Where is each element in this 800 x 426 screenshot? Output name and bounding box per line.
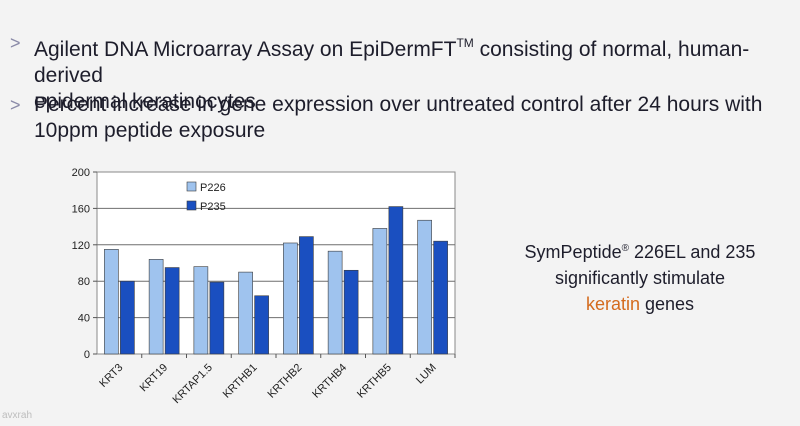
summary-line2: significantly stimulate — [554, 268, 726, 288]
bullet-arrow-icon: > — [10, 33, 21, 53]
bar-p226-krthb2 — [283, 242, 298, 355]
bullet-text: Agilent DNA Microarray Assay on EpiDermF… — [34, 38, 457, 61]
bar-p226-krt3 — [104, 249, 119, 355]
bullet-text-end: consisting of normal, human-derived — [34, 38, 750, 87]
bar-p235-lum — [433, 240, 448, 355]
summary-brand: SymPeptide — [524, 242, 622, 262]
bullet-text-line2: epidermal keratinocytes — [34, 90, 256, 113]
x-tick-label: KRT19 — [138, 362, 171, 395]
bar-p226-krthb4 — [327, 250, 343, 355]
legend-label-p235: P235 — [200, 201, 226, 213]
summary-text: SymPeptide® 226EL and 235 significantly … — [490, 236, 790, 317]
legend-label-p226: P226 — [200, 182, 226, 194]
y-tick-label: 40 — [78, 313, 90, 325]
trademark-mark: TM — [456, 36, 474, 50]
y-tick-label: 80 — [78, 276, 90, 288]
summary-line3-end: genes — [639, 294, 695, 314]
watermark: avxrah — [2, 410, 33, 421]
x-tick-label: KRTAP1.5 — [170, 362, 215, 407]
legend-swatch-p235 — [186, 200, 197, 211]
bar-p235-krt19 — [164, 267, 180, 355]
bar-p226-lum — [417, 219, 432, 355]
y-tick-label: 120 — [72, 240, 90, 252]
legend-swatch-p226 — [186, 181, 197, 192]
bar-p235-krthb5 — [388, 206, 404, 355]
bar-p235-krthb4 — [343, 269, 359, 355]
x-tick-label: LUM — [414, 362, 439, 387]
x-tick-label: KRTHB1 — [221, 362, 260, 401]
bar-p226-krthb1 — [238, 271, 253, 355]
bullet-arrow-icon: > — [10, 95, 21, 115]
x-tick-label: KRTHB2 — [265, 362, 304, 401]
summary-highlight: keratin — [585, 294, 640, 314]
bar-p226-krt19 — [148, 259, 164, 355]
bar-p235-krthb2 — [299, 236, 314, 355]
registered-mark: ® — [621, 243, 629, 254]
bullet-text-line2: 10ppm peptide exposure — [34, 119, 266, 142]
y-tick-label: 0 — [84, 349, 90, 361]
x-tick-label: KRTHB4 — [310, 362, 349, 401]
bar-p235-krtap1-5 — [209, 281, 225, 355]
bar-p235-krthb1 — [254, 295, 269, 355]
y-tick-label: 160 — [72, 203, 90, 215]
y-tick-label: 200 — [72, 167, 90, 179]
bar-p226-krthb5 — [372, 228, 388, 355]
bullet-text: Percent increase in gene expression over… — [34, 93, 763, 116]
summary-line1-end: 226EL and 235 — [628, 242, 756, 262]
x-tick-label: KRT3 — [97, 362, 125, 390]
x-tick-label: KRTHB5 — [355, 362, 394, 401]
bar-p235-krt3 — [120, 280, 135, 355]
bar-p226-krtap1-5 — [193, 266, 209, 355]
